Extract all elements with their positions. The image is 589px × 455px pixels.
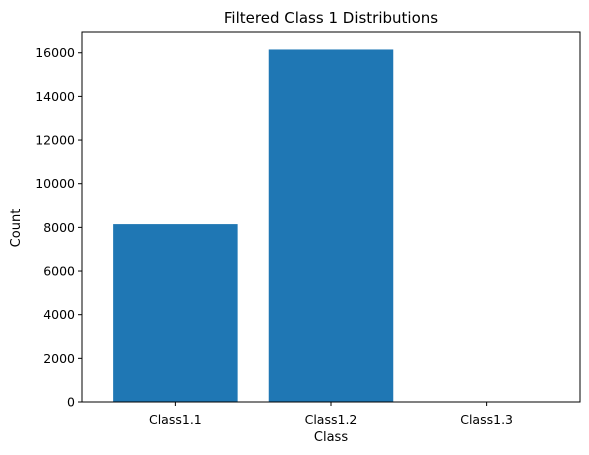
y-tick-label: 14000 [35,89,75,104]
chart-title: Filtered Class 1 Distributions [224,9,438,27]
bar-class1-2 [268,49,394,402]
y-tick-label: 2000 [43,351,75,366]
y-tick-label: 16000 [35,45,75,60]
y-tick-label: 6000 [43,264,75,279]
y-tick-label: 0 [67,395,75,410]
x-tick-label: Class1.2 [305,412,358,427]
x-tick-label: Class1.1 [149,412,202,427]
x-axis-ticks: Class1.1 Class1.2 Class1.3 [149,402,513,427]
x-tick-label: Class1.3 [460,412,513,427]
bars-group [113,49,394,402]
bar-class1-1 [113,224,238,402]
y-tick-label: 10000 [35,176,75,191]
y-axis-label: Count [9,209,24,248]
y-tick-label: 4000 [43,307,75,322]
x-axis-label: Class [314,430,348,445]
y-tick-label: 8000 [43,220,75,235]
y-axis-ticks: 0 2000 4000 6000 8000 10000 12000 14000 16000 [35,45,82,410]
plot-frame [81,31,581,403]
y-tick-label: 12000 [35,133,75,148]
